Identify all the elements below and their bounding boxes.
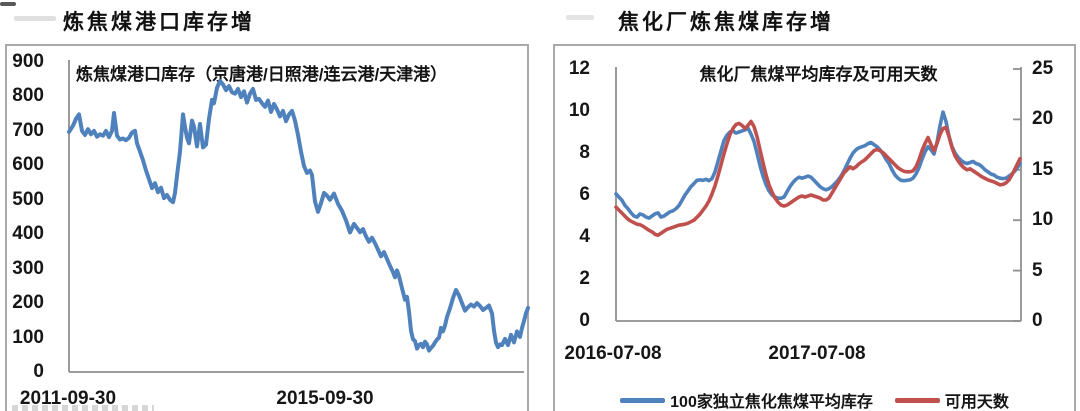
left-chart-title: 炼焦煤港口库存增: [63, 9, 255, 34]
left-chart-y-tick-label: 200: [12, 292, 44, 314]
left-chart-y-tick-label: 900: [12, 51, 44, 72]
right-chart-left-y-tick-label: 10: [568, 100, 590, 121]
left-chart-x-tick-label: 2015-09-30: [276, 388, 374, 409]
left-chart-y-tick-label: 400: [12, 223, 44, 245]
right-chart-x-tick-label: 2017-07-08: [768, 343, 866, 364]
left-chart-y-tick-label: 500: [12, 188, 44, 210]
scan-artifact-mark: [0, 2, 16, 6]
left-chart-y-tick-label: 800: [12, 85, 44, 107]
left-chart-panel: [5, 44, 529, 411]
right-chart-left-y-tick-label: 6: [579, 184, 590, 205]
left-chart-y-tick-label: 600: [12, 154, 44, 176]
right-chart-left-y-tick-label: 8: [579, 142, 590, 163]
right-chart-right-y-tick-label: 25: [1032, 58, 1054, 79]
right-chart-right-y-tick-label: 0: [1032, 310, 1043, 331]
left-chart-y-tick-label: 0: [33, 361, 44, 382]
right-chart-left-y-tick-label: 12: [568, 58, 590, 79]
legend-swatch-days: [894, 397, 940, 403]
right-chart-left-y-tick-label: 2: [579, 268, 590, 289]
left-chart-y-tick-label: 300: [12, 257, 44, 279]
left-chart-inner-title: 炼焦煤港口库存（京唐港/日照港/连云港/天津港）: [76, 65, 448, 84]
cutoff-source-text-fragment: [12, 405, 154, 411]
legend-swatch-inventory: [620, 397, 666, 403]
right-chart-title: 焦化厂炼焦煤库存增: [618, 9, 834, 34]
legend-item-days: 可用天数: [894, 388, 1009, 411]
right-chart-right-y-tick-label: 15: [1032, 158, 1054, 180]
left-chart-x-tick-label: 2011-09-30: [19, 388, 117, 409]
right-chart-right-y-tick-label: 5: [1032, 259, 1043, 281]
left-chart-y-tick-label: 100: [12, 326, 44, 348]
legend-item-inventory: 100家独立焦化焦煤平均库存: [620, 388, 873, 411]
right-chart-left-y-tick-label: 4: [579, 226, 590, 247]
legend-label-days: 可用天数: [944, 394, 1009, 411]
legend-label-inventory: 100家独立焦化焦煤平均库存: [670, 394, 873, 411]
right-chart-inner-title: 焦化厂焦煤平均库存及可用天数: [699, 65, 938, 84]
right-chart-left-y-tick-label: 0: [579, 310, 590, 331]
right-chart-right-y-tick-label: 10: [1032, 209, 1054, 231]
right-chart-right-y-tick-label: 20: [1032, 108, 1054, 130]
watermark-smudge-left: [14, 16, 56, 21]
left-chart-y-tick-label: 700: [12, 119, 44, 141]
legend: 100家独立焦化焦煤平均库存 可用天数: [553, 388, 1076, 411]
watermark-smudge-right: [566, 15, 594, 20]
right-chart-x-tick-label: 2016-07-08: [564, 343, 662, 364]
